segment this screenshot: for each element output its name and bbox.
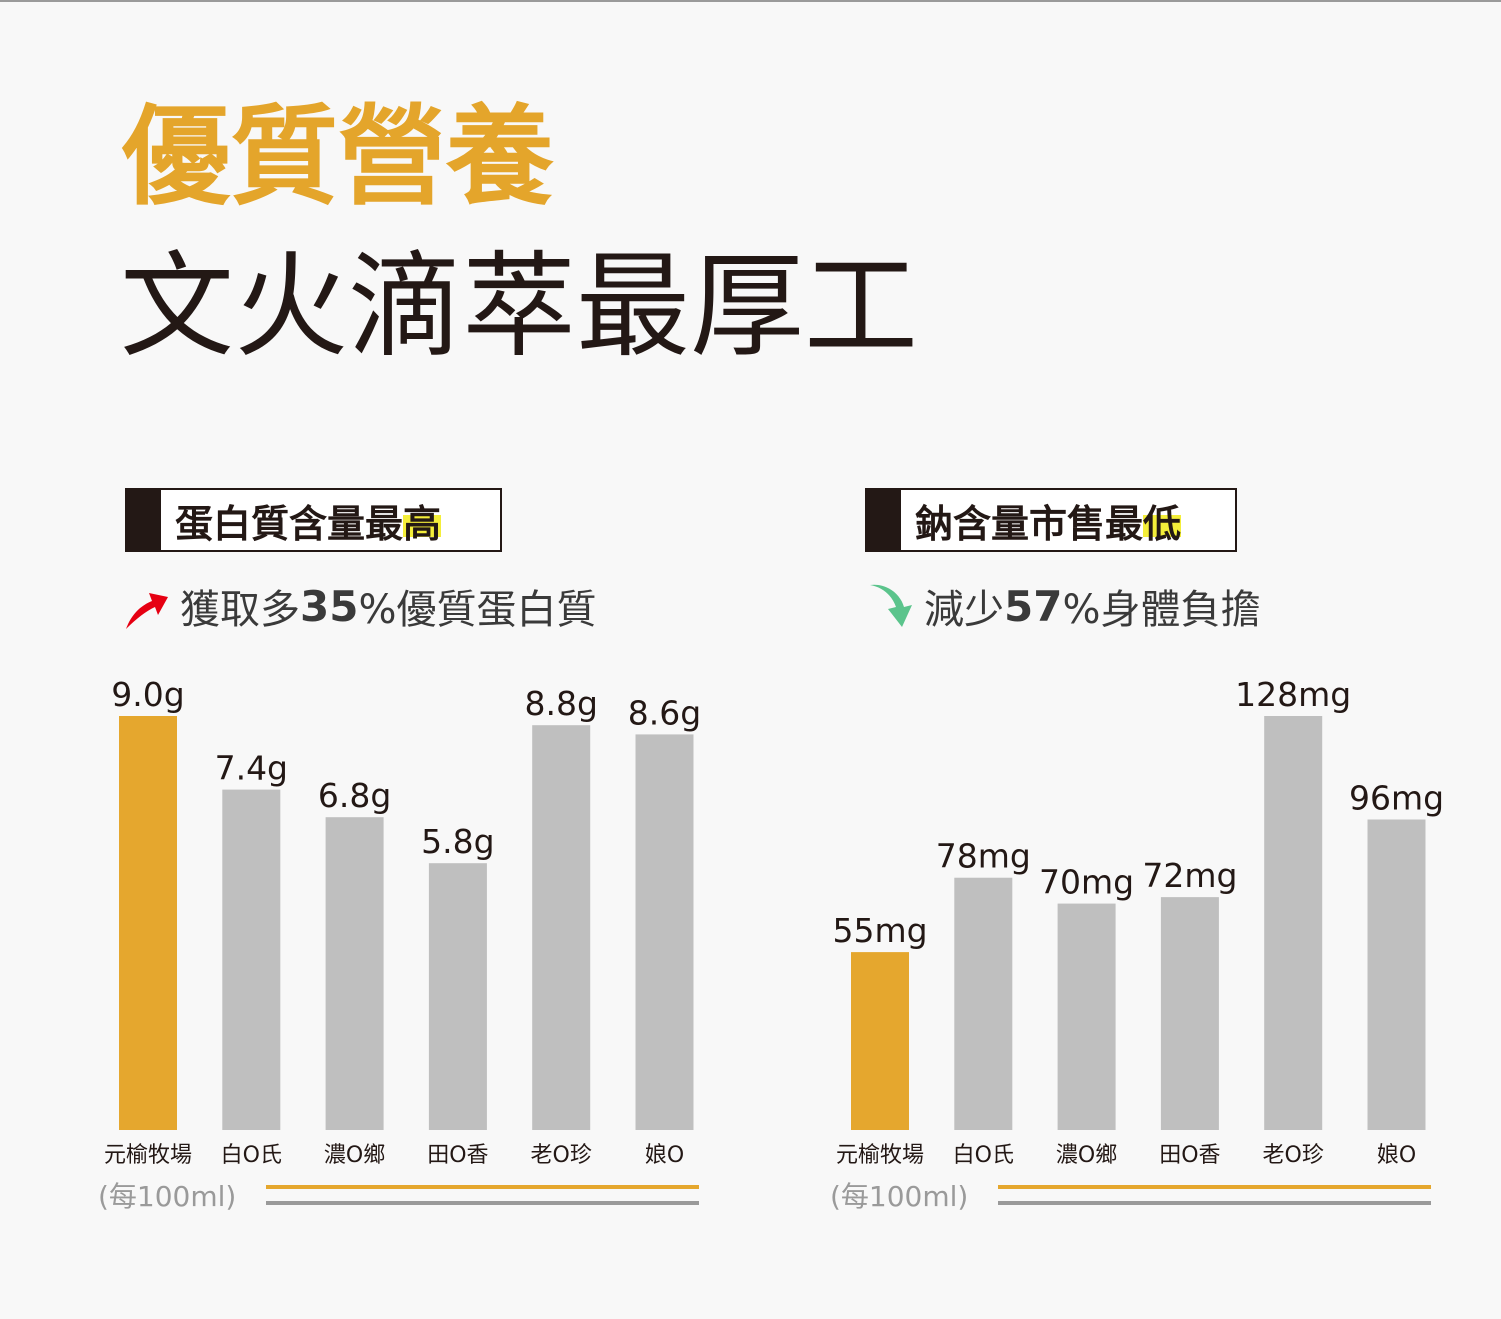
category-label: 娘O [645, 1143, 684, 1168]
sodium-tag: 鈉含量市售最低 [865, 488, 1237, 552]
headline-title: 優質營養 [122, 95, 555, 220]
bar-value-label: 96mg [1349, 779, 1444, 818]
bar-value-label: 8.8g [524, 684, 597, 723]
category-label: 濃O鄉 [1056, 1143, 1117, 1168]
category-label: 老O珍 [1263, 1143, 1324, 1168]
sodium-tag-text: 鈉含量市售最低 [901, 493, 1197, 548]
protein-bar-chart: 9.0g 元榆牧場 7.4g 白O氏 6.8g 濃O鄉 5.8g 田O香 8.8g 老O珍 8.6g… [98, 675, 701, 1213]
bar [851, 952, 909, 1130]
bar [1367, 819, 1426, 1130]
protein-tag-highlight: 高 [403, 501, 442, 546]
bar-value-label: 72mg [1142, 856, 1237, 895]
category-label: 白O氏 [953, 1143, 1014, 1168]
sodium-summary-prefix: 減少 [924, 587, 1004, 633]
category-label: 田O香 [427, 1143, 488, 1168]
green-down-arrow-icon [870, 584, 912, 627]
baseline-rule-gray [266, 1201, 699, 1205]
bar-value-label: 78mg [936, 837, 1031, 876]
top-rule [0, 0, 1501, 2]
baseline-rule-accent [266, 1185, 699, 1189]
bar [1057, 903, 1116, 1130]
category-label: 娘O [1377, 1143, 1416, 1168]
protein-tag-main: 蛋白質含量最 [175, 501, 404, 546]
category-label: 元榆牧場 [104, 1143, 192, 1168]
red-up-arrow-icon [126, 593, 168, 629]
bar-value-label: 6.8g [318, 776, 391, 815]
tag-block [127, 490, 161, 550]
sodium-summary: 減少 57 %身體負擔 [866, 578, 1260, 634]
unit-note: (每100ml) [98, 1180, 236, 1213]
bar-value-label: 128mg [1235, 675, 1351, 714]
baseline-rule-accent [998, 1185, 1431, 1189]
protein-summary: 獲取多 35 %優質蛋白質 [122, 578, 596, 634]
sodium-tag-highlight: 低 [1143, 501, 1182, 546]
sodium-summary-suffix: %身體負擔 [1062, 587, 1261, 633]
sodium-bar-chart: 55mg 元榆牧場 78mg 白O氏 70mg 濃O鄉 72mg 田O香 128mg 老O珍 96m… [830, 675, 1444, 1213]
baseline-rule-gray [998, 1201, 1431, 1205]
bar [222, 789, 281, 1130]
protein-summary-prefix: 獲取多 [180, 587, 300, 633]
bar [119, 716, 177, 1130]
bar-value-label: 70mg [1039, 863, 1134, 902]
bar [1160, 897, 1219, 1130]
bar [325, 817, 384, 1130]
protein-summary-number: 35 [300, 581, 359, 631]
bar [532, 725, 591, 1130]
bar [954, 877, 1013, 1130]
bar-value-label: 5.8g [421, 822, 494, 861]
category-label: 田O香 [1159, 1143, 1220, 1168]
protein-tag: 蛋白質含量最高 [125, 488, 502, 552]
bar-value-label: 8.6g [628, 693, 701, 732]
unit-note: (每100ml) [830, 1180, 968, 1213]
sodium-tag-main: 鈉含量市售最 [915, 501, 1144, 546]
bar [428, 863, 487, 1130]
bar-value-label: 7.4g [215, 749, 288, 788]
category-label: 元榆牧場 [836, 1143, 924, 1168]
bar [635, 734, 694, 1130]
protein-tag-text: 蛋白質含量最高 [161, 493, 457, 548]
category-label: 白O氏 [221, 1143, 282, 1168]
protein-chart: 9.0g 元榆牧場 7.4g 白O氏 6.8g 濃O鄉 5.8g 田O香 8.8g 老O珍 8.6g… [90, 660, 730, 1220]
bar-value-label: 9.0g [111, 675, 184, 714]
headline-subtitle: 文火滴萃最厚工 [120, 240, 919, 373]
sodium-chart: 55mg 元榆牧場 78mg 白O氏 70mg 濃O鄉 72mg 田O香 128mg 老O珍 96m… [822, 660, 1462, 1220]
tag-block [867, 490, 901, 550]
category-label: 濃O鄉 [324, 1143, 385, 1168]
bar-value-label: 55mg [832, 911, 927, 950]
protein-summary-suffix: %優質蛋白質 [358, 587, 597, 633]
bar [1264, 716, 1323, 1130]
category-label: 老O珍 [531, 1143, 592, 1168]
sodium-summary-number: 57 [1004, 581, 1063, 631]
